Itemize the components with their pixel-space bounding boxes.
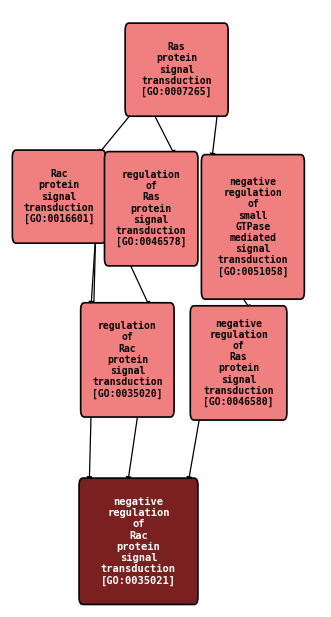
FancyBboxPatch shape: [105, 152, 198, 266]
FancyBboxPatch shape: [125, 23, 228, 116]
Text: Ras
protein
signal
transduction
[GO:0007265]: Ras protein signal transduction [GO:0007…: [141, 42, 212, 97]
FancyBboxPatch shape: [201, 155, 305, 299]
Text: regulation
of
Ras
protein
signal
transduction
[GO:0046578]: regulation of Ras protein signal transdu…: [116, 170, 186, 247]
FancyBboxPatch shape: [12, 150, 106, 243]
Text: regulation
of
Rac
protein
signal
transduction
[GO:0035020]: regulation of Rac protein signal transdu…: [92, 321, 163, 399]
FancyBboxPatch shape: [79, 478, 198, 605]
FancyBboxPatch shape: [81, 303, 174, 417]
Text: Rac
protein
signal
transduction
[GO:0016601]: Rac protein signal transduction [GO:0016…: [24, 169, 94, 224]
Text: negative
regulation
of
Ras
protein
signal
transduction
[GO:0046580]: negative regulation of Ras protein signa…: [203, 318, 274, 407]
Text: negative
regulation
of
small
GTPase
mediated
signal
transduction
[GO:0051058]: negative regulation of small GTPase medi…: [218, 177, 288, 277]
Text: negative
regulation
of
Rac
protein
signal
transduction
[GO:0035021]: negative regulation of Rac protein signa…: [101, 497, 176, 586]
FancyBboxPatch shape: [190, 306, 287, 420]
